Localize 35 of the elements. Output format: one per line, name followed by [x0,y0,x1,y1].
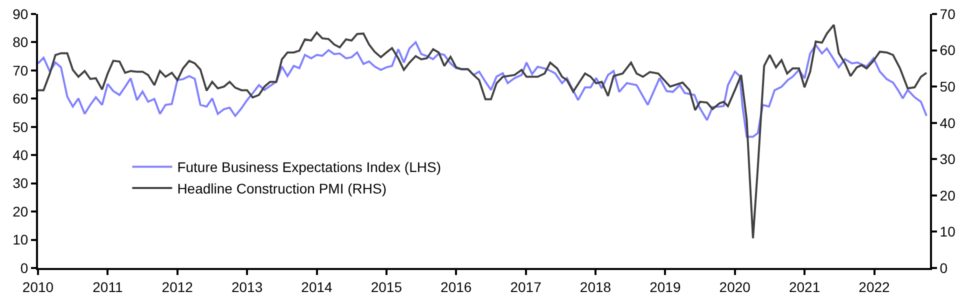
y2-tick-label: 40 [940,114,956,131]
x-tick-label: 2016 [440,278,472,295]
y-tick-label: 20 [12,203,28,220]
y-tick-label: 60 [12,90,28,107]
x-tick-label: 2015 [370,278,402,295]
y-tick-label: 30 [12,175,28,192]
x-tick-label: 2019 [650,278,681,295]
x-tick-label: 2011 [92,278,123,295]
y-tick-label: 90 [12,6,28,22]
x-tick-label: 2017 [510,278,542,295]
y2-tick-label: 0 [940,260,948,276]
y2-tick-label: 50 [940,78,956,94]
y2-tick-label: 70 [940,6,956,22]
y-tick-label: 0 [20,260,28,276]
line-series [38,24,928,240]
y2-tick-label: 20 [940,187,956,204]
x-tick-label: 2014 [301,278,333,295]
x-tick-label: 2012 [162,278,194,295]
legend-label: Future Business Expectations Index (LHS) [177,159,441,176]
x-tick-label: 2022 [858,278,890,295]
x-tick-label: 2020 [719,278,751,295]
legend-label: Headline Construction PMI (RHS) [177,180,386,196]
y-tick-label: 70 [12,62,28,78]
y-tick-label: 10 [12,232,28,248]
line-series [38,41,928,138]
y-tick-label: 80 [12,34,28,50]
y-tick-label: 50 [12,118,28,135]
x-tick-label: 2018 [580,278,612,295]
y2-tick-label: 60 [940,42,956,58]
x-tick-label: 2010 [22,278,54,295]
y2-tick-label: 30 [940,151,956,168]
y2-tick-label: 10 [940,224,956,240]
x-tick-label: 2013 [231,278,263,295]
x-tick-label: 2021 [788,278,820,295]
y-tick-label: 40 [12,147,28,164]
